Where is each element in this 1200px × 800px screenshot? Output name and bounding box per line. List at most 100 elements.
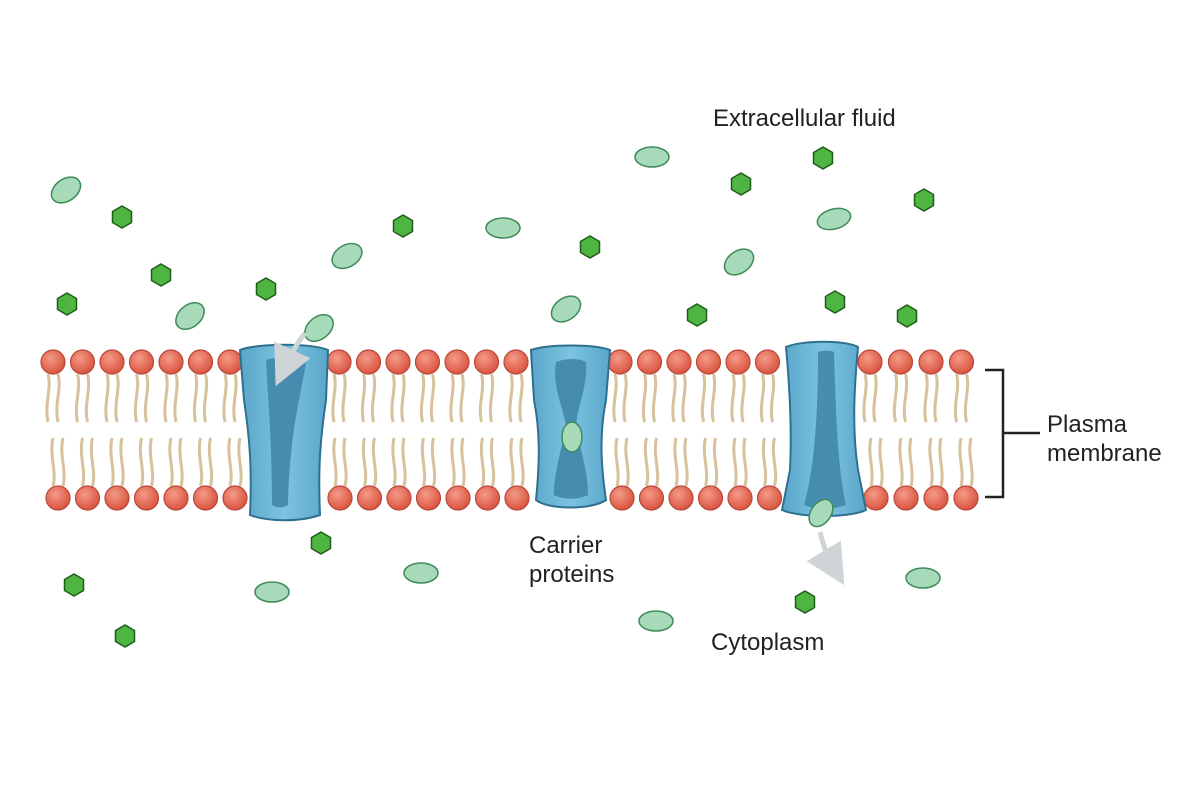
oval-solute-icon [485,217,521,239]
phospholipid-icon [217,349,243,375]
oval-solute-icon [808,498,834,528]
phospholipid-icon [444,349,470,375]
lipid-tail-icon [45,373,51,423]
lipid-tail-icon [197,437,204,487]
phospholipid-icon [133,485,160,511]
lipid-tail-icon [119,437,125,487]
phospholipid-icon [327,485,353,511]
lipid-tail-icon [232,373,238,423]
lipid-tail-icon [923,373,929,423]
phospholipid-icon [503,349,529,375]
carrier-label-line1: Carrier [529,532,603,559]
lipid-tail-icon [742,437,748,487]
lipid-tail-icon [700,373,707,423]
lipid-tail-icon [892,373,899,423]
oval-solute-icon [634,146,670,168]
lipid-tail-icon [878,437,884,487]
phospholipid-icon [415,485,442,511]
hexagon-solutes [56,146,935,648]
lipid-tail-icon [222,373,228,423]
phospholipid-icon [636,349,663,375]
phospholipid-icon [40,349,66,375]
phospholipid-icon [504,485,530,511]
carrier-protein-1 [238,343,330,522]
lipid-tail-icon [761,437,768,487]
lipid-tail-icon [710,373,717,423]
lipid-tail-icon [342,437,348,487]
lipid-tail-icon [730,373,736,423]
hexagon-solute-icon [56,292,78,316]
phospholipid-icon [923,485,949,511]
oval-solutes [50,146,941,632]
plasma-label-line2: membrane [1047,440,1162,467]
lipid-tail-icon [237,437,243,487]
carrier-protein-3 [780,340,868,517]
lipid-tail-icon [953,373,960,423]
phospholipid-icon [863,485,889,511]
lipid-tail-icon [643,437,650,487]
lipid-tail-icon [74,373,81,423]
lipid-tail-icon [681,373,687,423]
lipid-tail-icon [207,437,214,487]
phospholipid-icon [163,485,189,511]
hexagon-solute-icon [579,235,601,259]
lipid-tail-icon [430,437,437,487]
lipid-tail-icon [641,373,648,423]
hexagon-solute-icon [794,590,816,614]
oval-solute-icon [403,562,439,584]
lipid-tail-icon [612,373,618,423]
hexagon-solute-icon [63,573,85,597]
lipid-tail-icon [519,437,525,487]
lipid-tail-icon [361,437,368,487]
lipid-heads [40,349,979,511]
phospholipid-icon [695,349,722,375]
lipid-tail-icon [60,437,66,487]
oval-solute-icon [723,248,755,276]
lipid-tail-icon [55,373,61,423]
cytoplasm-label: Cytoplasm [711,629,825,656]
lipid-tail-icon [429,373,436,423]
lipid-tail-icon [178,437,184,487]
lipid-tail-icon [168,437,174,487]
lipid-tails [45,373,974,487]
bound-solute-icon [561,421,583,453]
lipid-tail-icon [341,373,347,423]
lipid-tail-icon [138,437,145,487]
oval-solute-icon [550,295,582,323]
oval-solute-icon [331,242,363,270]
hexagon-solute-icon [392,214,414,238]
lipid-tail-icon [928,437,934,487]
hexagon-solute-icon [114,624,136,648]
phospholipid-icon [473,349,500,375]
lipid-tail-icon [478,373,485,423]
phospholipid-icon [414,349,441,375]
oval-solute-icon [304,313,334,343]
lipid-tail-icon [460,437,466,487]
lipid-tail-icon [227,437,233,487]
lipid-tail-icon [653,437,660,487]
lipid-tail-icon [371,437,378,487]
lipid-tail-icon [614,437,620,487]
lipid-tail-icon [419,373,426,423]
phospholipid-icon [754,349,781,375]
lipid-tail-icon [50,437,56,487]
oval-solute-icon [816,207,852,231]
lipid-tail-icon [759,373,766,423]
phospholipid-icon [192,485,219,511]
lipid-tail-icon [391,437,397,487]
phospholipid-icon [385,349,411,375]
lipid-tail-icon [651,373,658,423]
lipid-tail-icon [769,373,776,423]
extracellular-fluid-label: Extracellular fluid [713,105,896,132]
lipid-tail-icon [420,437,427,487]
phospholipid-icon [948,349,975,375]
lipid-tail-icon [671,373,677,423]
phospholipid-icon [158,349,184,375]
lipid-tail-icon [963,373,970,423]
hexagon-solute-icon [896,304,918,328]
phospholipid-icon [355,349,382,375]
lipid-tail-icon [872,373,878,423]
lipid-tail-icon [401,437,407,487]
plasma-membrane-label: Plasma membrane [1047,410,1162,468]
